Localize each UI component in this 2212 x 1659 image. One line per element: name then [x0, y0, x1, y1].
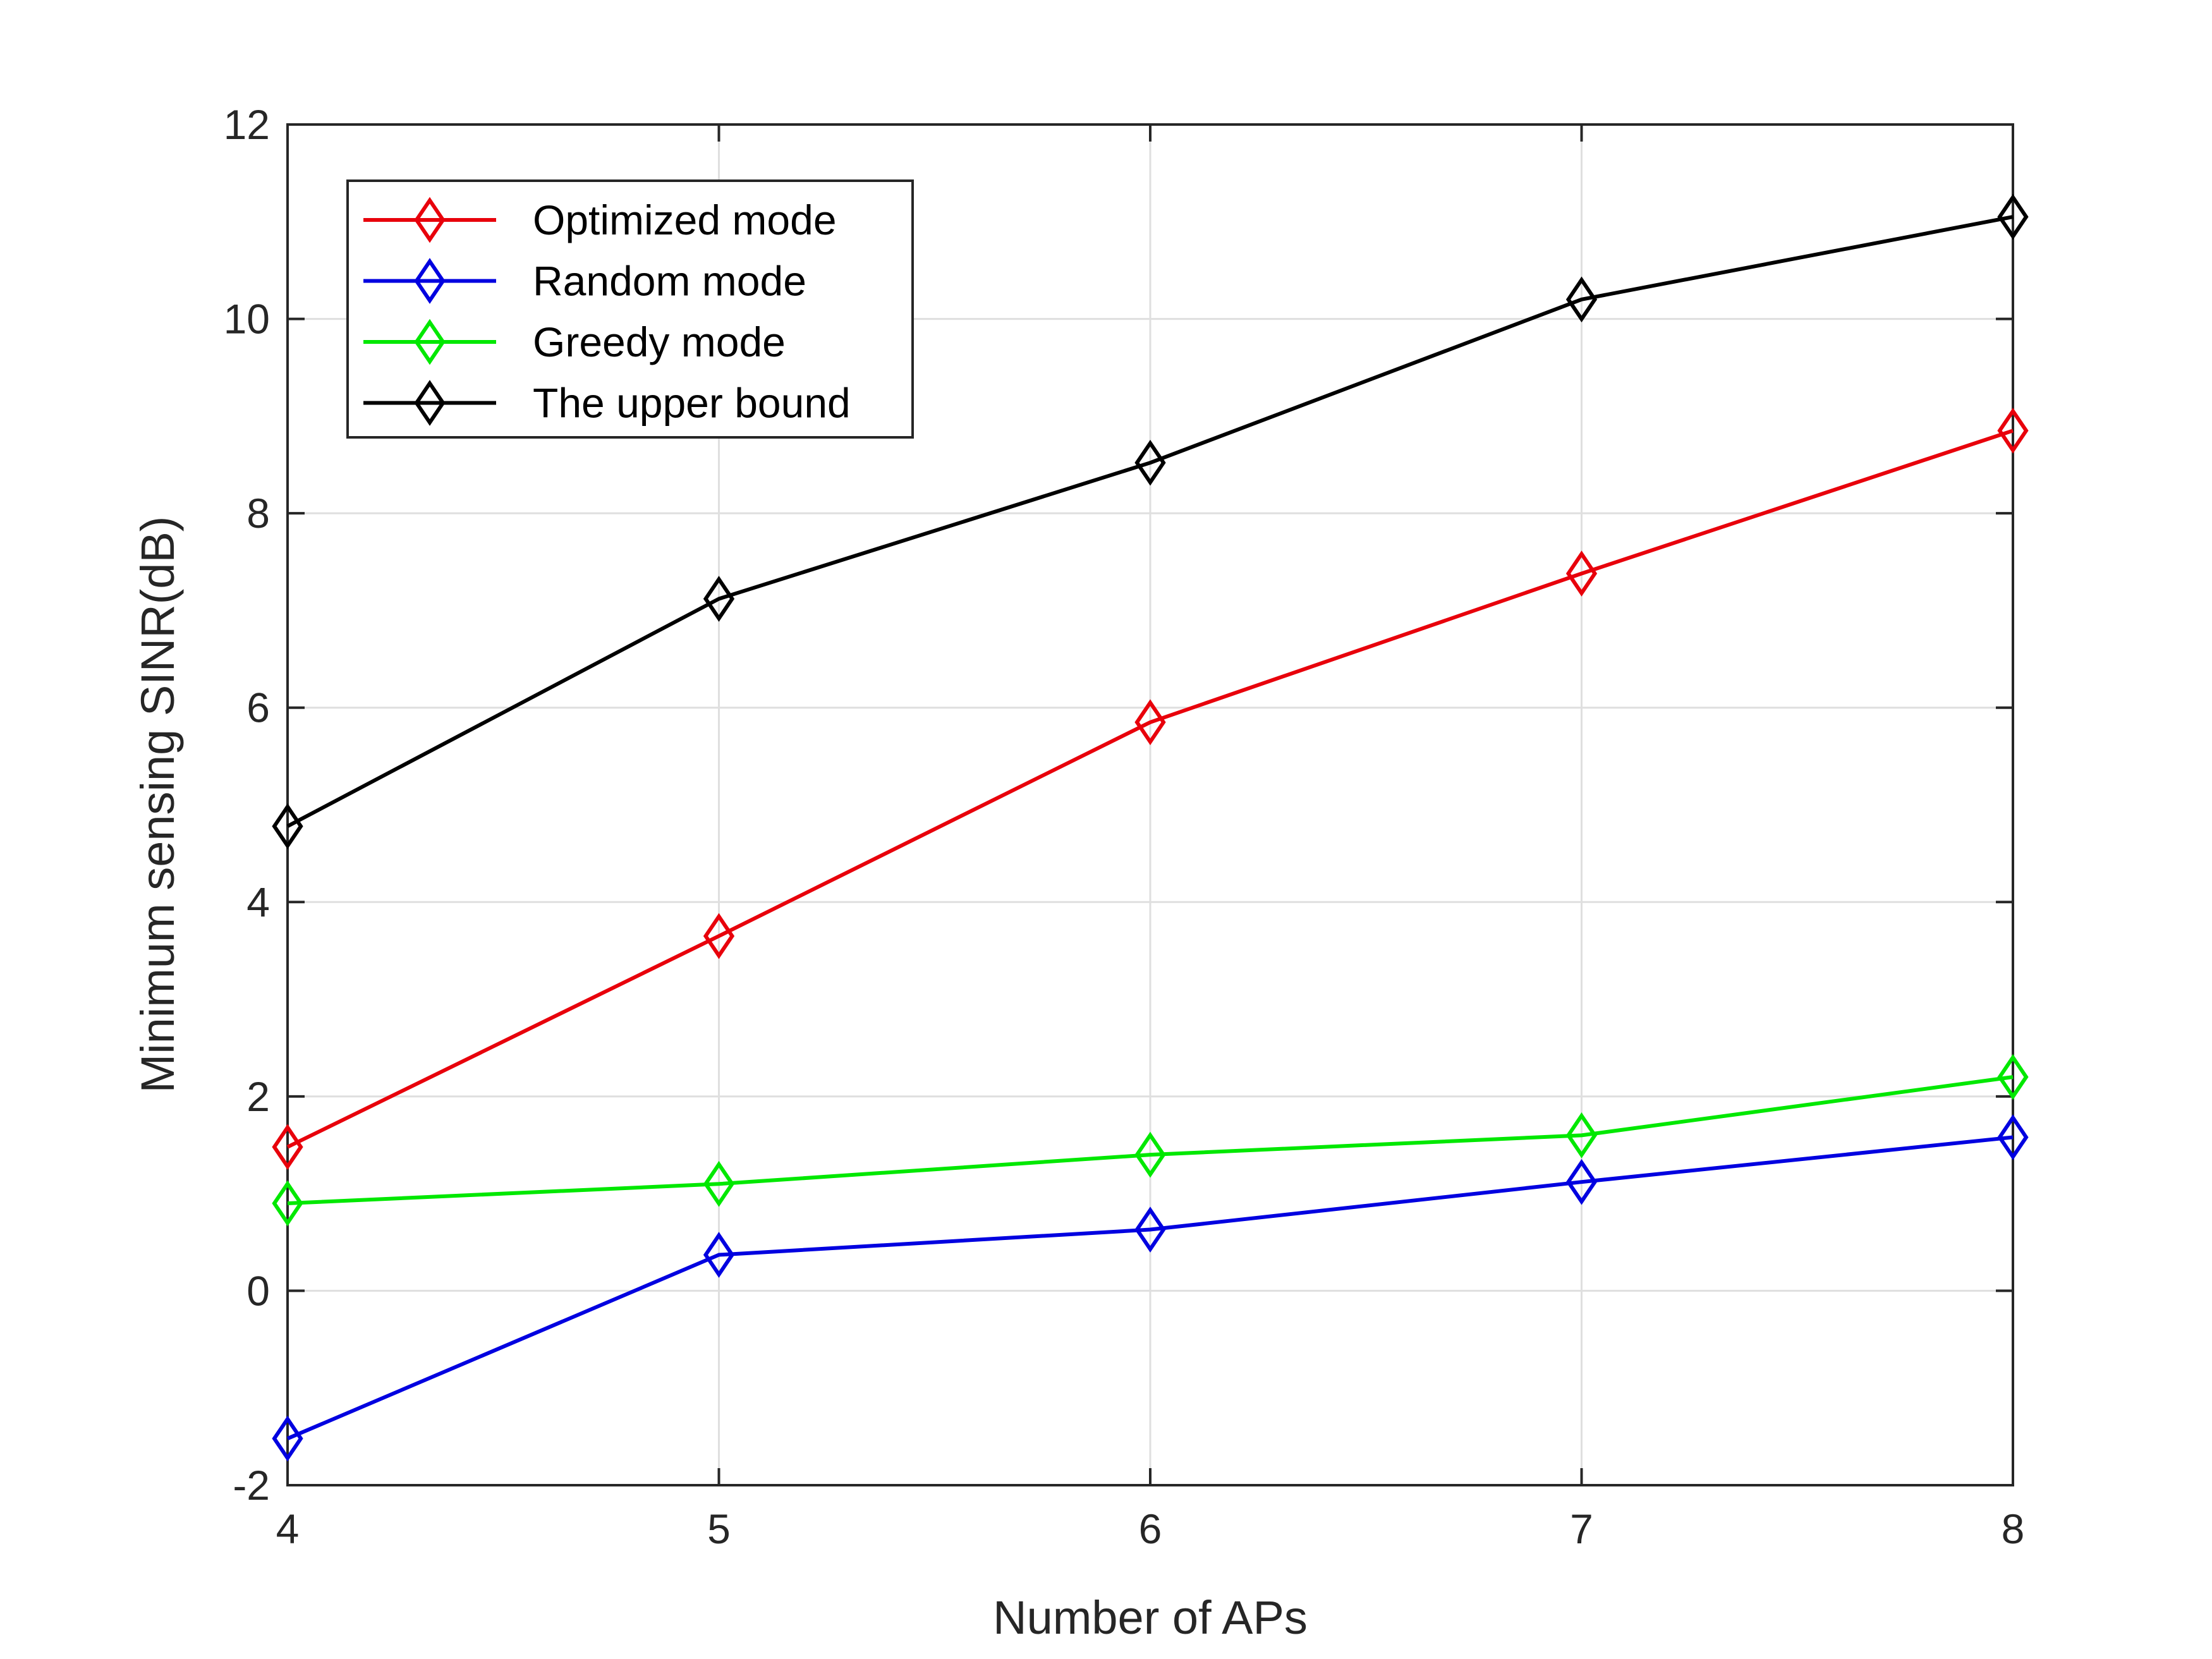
series-greedy-mode — [272, 1054, 2029, 1227]
legend-item-the-upper-bound: The upper bound — [363, 380, 851, 427]
series-random-mode — [272, 1114, 2029, 1462]
legend-item-random-mode: Random mode — [363, 258, 806, 305]
y-axis-label: Minimum sensing SINR(dB) — [131, 516, 184, 1093]
series-line-the-upper-bound — [286, 215, 2014, 828]
data-point-greedy-mode — [272, 1180, 303, 1227]
data-point-optimized-mode — [703, 913, 735, 959]
x-tick-label: 4 — [276, 1505, 300, 1552]
y-tick-label: 4 — [246, 878, 270, 925]
y-tick-labels: -2 0 2 4 6 8 10 12 — [224, 101, 270, 1509]
data-point-the-upper-bound — [1565, 276, 1598, 323]
data-point-the-upper-bound — [1997, 193, 2029, 240]
data-point-optimized-mode — [1565, 550, 1598, 597]
data-point-random-mode — [1134, 1206, 1166, 1253]
y-tick-label: 0 — [246, 1267, 270, 1314]
legend-marker — [414, 380, 446, 426]
x-tick-label: 5 — [707, 1505, 731, 1552]
data-point-random-mode — [1565, 1158, 1598, 1205]
legend-label: Random mode — [533, 258, 806, 305]
series-line-greedy-mode — [287, 1075, 2014, 1206]
legend-item-greedy-mode: Greedy mode — [363, 319, 786, 365]
x-tick-label: 8 — [2002, 1505, 2025, 1552]
x-tick-labels: 4 5 6 7 8 — [276, 1505, 2025, 1552]
x-tick-label: 6 — [1139, 1505, 1162, 1552]
data-point-the-upper-bound — [1134, 439, 1166, 486]
legend-items: Optimized mode Random mode Greedy mode The … — [363, 197, 851, 427]
legend-label: Optimized mode — [533, 197, 837, 243]
axis-ticks — [286, 123, 2014, 1486]
data-point-greedy-mode — [1997, 1054, 2029, 1100]
data-point-optimized-mode — [272, 1124, 303, 1170]
y-tick-label: 6 — [246, 684, 270, 731]
series-line-optimized-mode — [286, 428, 2014, 1149]
data-point-greedy-mode — [1565, 1112, 1598, 1158]
legend: Optimized mode Random mode Greedy mode The … — [346, 179, 914, 439]
data-point-optimized-mode — [1997, 408, 2029, 454]
data-point-greedy-mode — [1134, 1131, 1166, 1178]
legend-marker — [414, 258, 446, 304]
legend-marker — [414, 197, 446, 243]
data-point-random-mode — [703, 1232, 735, 1278]
legend-label: Greedy mode — [533, 319, 786, 365]
legend-label: The upper bound — [533, 380, 851, 427]
y-tick-label: 2 — [246, 1073, 270, 1120]
series-line-random-mode — [286, 1135, 2014, 1440]
series-optimized-mode — [272, 408, 2029, 1170]
y-tick-label: -2 — [233, 1462, 270, 1509]
data-point-greedy-mode — [703, 1160, 735, 1207]
data-point-the-upper-bound — [272, 803, 303, 849]
data-point-optimized-mode — [1134, 699, 1166, 746]
y-tick-label: 12 — [224, 101, 270, 148]
series-group — [272, 193, 2029, 1462]
y-tick-label: 8 — [246, 490, 270, 537]
y-tick-label: 10 — [224, 296, 270, 343]
x-axis-label: Number of APs — [993, 1591, 1308, 1644]
legend-item-optimized-mode: Optimized mode — [363, 197, 837, 243]
data-point-random-mode — [272, 1415, 303, 1462]
data-point-the-upper-bound — [703, 576, 735, 622]
series-the-upper-bound — [272, 193, 2029, 849]
x-tick-label: 7 — [1570, 1505, 1593, 1552]
data-point-random-mode — [1997, 1114, 2029, 1160]
legend-marker — [414, 319, 446, 365]
